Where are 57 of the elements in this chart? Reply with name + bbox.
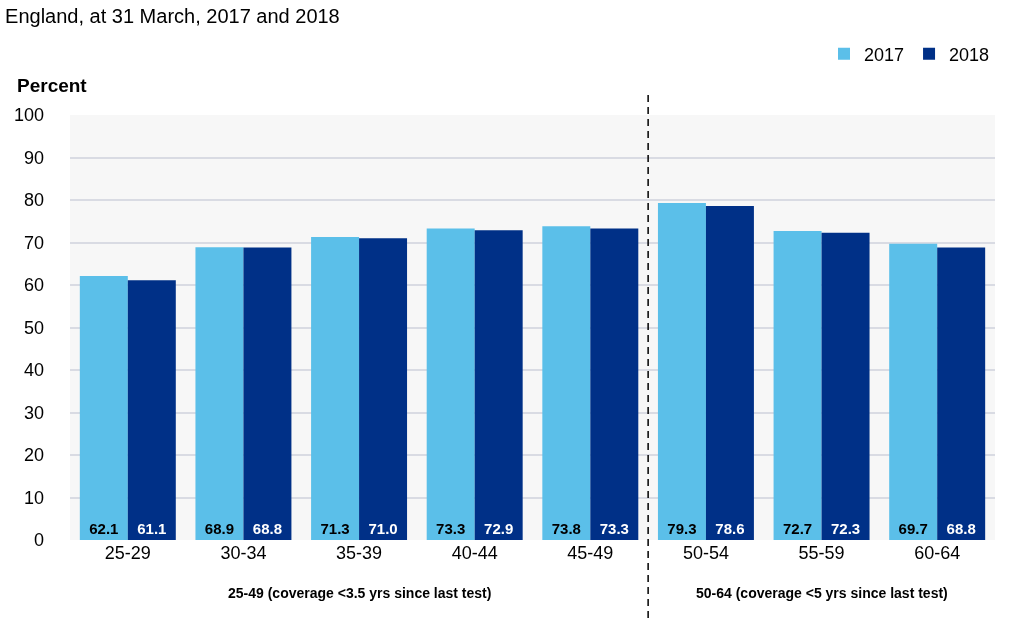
bar xyxy=(542,226,591,540)
bar xyxy=(79,276,128,540)
bar xyxy=(426,228,475,540)
x-tick-label: 30-34 xyxy=(220,543,267,563)
data-label: 72.7 xyxy=(782,520,813,537)
bar xyxy=(127,280,176,540)
bar xyxy=(474,230,523,540)
bar xyxy=(889,243,938,540)
data-label: 68.8 xyxy=(252,520,283,537)
bar xyxy=(657,202,706,540)
bar xyxy=(937,247,986,540)
bar xyxy=(590,228,639,540)
x-tick-label: 60-64 xyxy=(914,543,961,563)
bar xyxy=(195,247,244,540)
data-label: 62.1 xyxy=(89,520,119,537)
y-tick-label: 40 xyxy=(23,360,44,381)
legend-label: 2017 xyxy=(864,44,905,65)
data-label: 71.0 xyxy=(368,520,398,537)
text: 25-49 (coverage <3.5 yrs since last test) xyxy=(228,585,492,601)
y-tick-label: 10 xyxy=(23,487,44,508)
y-tick-label: 20 xyxy=(23,445,44,466)
data-label: 78.6 xyxy=(715,520,745,537)
data-label: 73.8 xyxy=(551,520,581,537)
bar xyxy=(705,205,754,540)
bar xyxy=(359,238,408,540)
y-tick-label: 100 xyxy=(13,105,44,126)
y-tick-label: 80 xyxy=(23,190,44,211)
y-tick-label: 30 xyxy=(23,402,44,423)
y-tick-label: 60 xyxy=(23,275,44,296)
x-tick-label: 50-54 xyxy=(682,543,729,563)
data-label: 73.3 xyxy=(436,520,466,537)
data-label: 61.1 xyxy=(137,520,167,537)
data-label: 72.9 xyxy=(484,520,514,537)
y-tick-label: 0 xyxy=(33,530,44,551)
x-tick-label: 35-39 xyxy=(336,543,383,563)
data-label: 73.3 xyxy=(599,520,629,537)
bar xyxy=(311,236,360,540)
x-tick-label: 45-49 xyxy=(567,543,614,563)
data-label: 71.3 xyxy=(320,520,350,537)
legend-label: 2018 xyxy=(949,44,990,65)
text: 50-64 (coverage <5 yrs since last test) xyxy=(696,585,948,601)
bar xyxy=(773,231,822,540)
data-label: 72.3 xyxy=(830,520,861,537)
data-label: 68.8 xyxy=(946,520,976,537)
y-tick-label: 70 xyxy=(23,232,44,253)
y-tick-label: 50 xyxy=(23,317,44,338)
bar xyxy=(821,232,870,540)
chart-title: England, at 31 March, 2017 and 2018 xyxy=(5,5,340,28)
x-tick-label: 40-44 xyxy=(451,543,498,563)
x-tick-label: 55-59 xyxy=(798,543,845,563)
data-label: 69.7 xyxy=(898,520,928,537)
bar xyxy=(243,247,292,540)
x-tick-label: 25-29 xyxy=(104,543,151,563)
data-label: 68.9 xyxy=(204,520,235,537)
y-axis-title: Percent xyxy=(17,75,88,96)
data-label: 79.3 xyxy=(667,520,697,537)
y-tick-label: 90 xyxy=(23,147,44,168)
